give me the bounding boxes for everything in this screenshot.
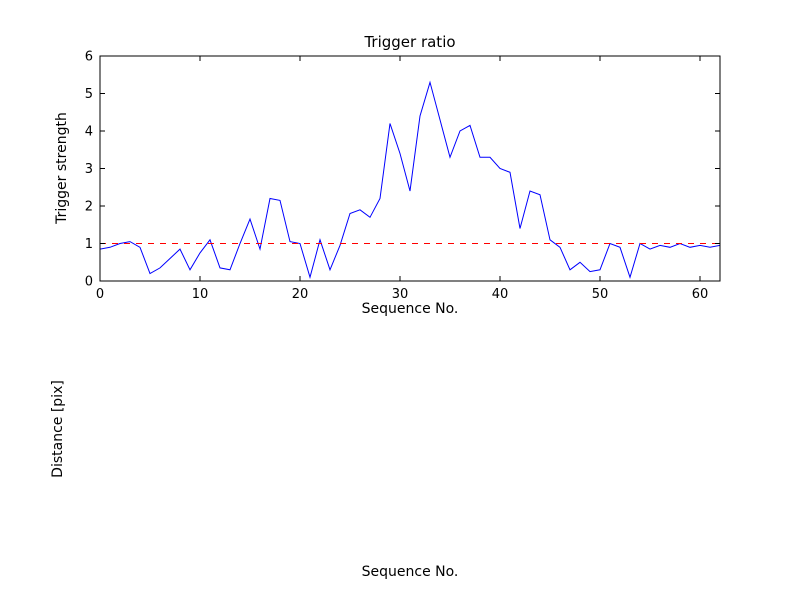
- top-y-axis-label: Trigger strength: [54, 112, 70, 225]
- y-tick-label: 5: [85, 87, 93, 102]
- y-tick-label: 4: [85, 125, 93, 140]
- y-tick-label: 1: [85, 237, 93, 252]
- bottom-y-axis-label: Distance [pix]: [50, 380, 66, 478]
- subplot-trigger-ratio: 0 10 20 30 40 50 60 0 1 2 3 4 5 6: [85, 50, 721, 302]
- chart-title: Trigger ratio: [363, 33, 455, 51]
- x-tick-label: 60: [692, 287, 709, 302]
- y-tick-label: 0: [85, 275, 93, 290]
- y-tick-label: 2: [85, 200, 93, 215]
- x-tick-label: 40: [492, 287, 509, 302]
- x-tick-label: 0: [96, 287, 104, 302]
- bottom-x-axis-label: Sequence No.: [362, 564, 459, 580]
- series-line: [100, 80, 720, 280]
- x-tick-label: 30: [392, 287, 409, 302]
- x-tick-label: 50: [592, 287, 609, 302]
- axes-border: [99, 55, 721, 282]
- x-tick-label: 10: [192, 287, 209, 302]
- x-tick-label: 20: [292, 287, 309, 302]
- y-tick-label: 3: [85, 162, 93, 177]
- y-tick-label: 6: [85, 50, 93, 65]
- top-x-axis-label: Sequence No.: [362, 301, 459, 317]
